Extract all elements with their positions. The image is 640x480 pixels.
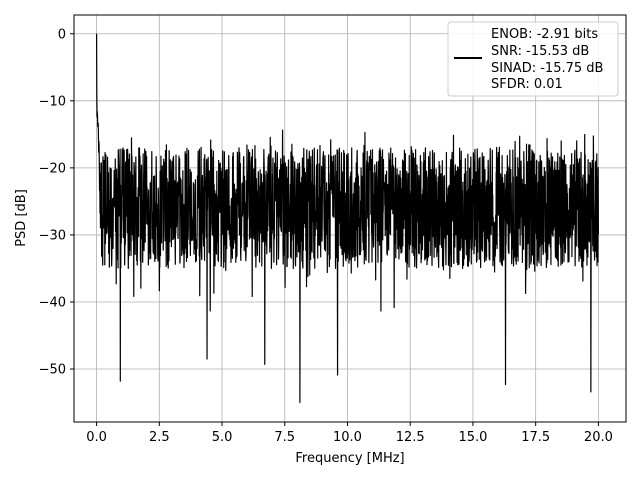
x-tick-label: 12.5: [396, 430, 425, 445]
y-tick-label: 0: [58, 27, 66, 42]
legend-enob: ENOB: -2.91 bits: [491, 27, 598, 42]
axes-frame: [73, 14, 627, 423]
x-tick-label: 10.0: [333, 430, 362, 445]
legend: ENOB: -2.91 bits SNR: -15.53 dB SINAD: -…: [447, 21, 619, 97]
x-tick-label: 7.5: [274, 430, 295, 445]
legend-box: [447, 21, 619, 97]
y-tick-label: −20: [39, 161, 66, 176]
legend-sinad: SINAD: -15.75 dB: [491, 61, 603, 76]
x-axis-label: Frequency [MHz]: [295, 451, 404, 466]
x-tick-label: 20.0: [584, 430, 613, 445]
y-tick-label: −30: [39, 228, 66, 243]
y-axis-label: PSD [dB]: [14, 189, 29, 247]
y-tick-label: −10: [39, 94, 66, 109]
legend-sfdr: SFDR: 0.01: [491, 77, 563, 92]
ticks: 0.0 2.5 5.0 7.5 10.0 12.5 15.0 17.5 20.0 0 −10 −20 −…: [39, 27, 613, 445]
legend-snr: SNR: -15.53 dB: [491, 44, 589, 59]
y-tick-label: −50: [39, 363, 66, 378]
x-tick-label: 0.0: [86, 430, 107, 445]
x-tick-label: 15.0: [458, 430, 487, 445]
x-tick-label: 2.5: [149, 430, 170, 445]
plot-area: [95, 33, 599, 404]
x-tick-label: 17.5: [521, 430, 550, 445]
psd-series-line: [95, 33, 599, 404]
x-tick-label: 5.0: [212, 430, 233, 445]
y-tick-label: −40: [39, 295, 66, 310]
